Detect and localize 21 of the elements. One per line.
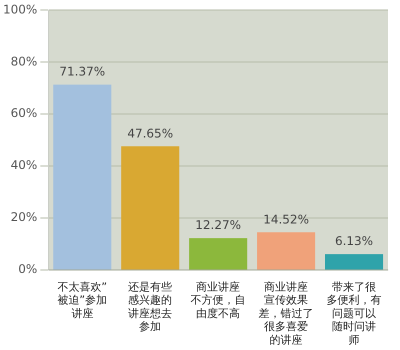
x-tick-label: 带来了很多便利，有问题可以随时问讲师 (326, 280, 382, 346)
bar (189, 238, 248, 270)
y-tick-label: 40% (10, 158, 38, 172)
x-tick-label: 还是有些感兴趣的讲座想去参加 (128, 280, 172, 334)
y-tick-label: 20% (10, 210, 38, 224)
bar (257, 232, 316, 270)
data-label: 47.65% (127, 126, 174, 140)
data-label: 6.13% (334, 234, 374, 248)
x-tick-label: 不太喜欢”被迫”参加讲座 (57, 280, 108, 320)
x-tick-label: 商业讲座宣传效果差，错过了很多喜爱的讲座 (258, 280, 314, 346)
y-tick-label: 80% (10, 54, 38, 68)
data-label: 71.37% (59, 64, 106, 79)
x-tick-label: 商业讲座不方便，自由度不高 (190, 280, 246, 320)
y-tick-label: 100% (2, 2, 38, 16)
bar (53, 84, 112, 270)
y-tick-label: 0% (18, 262, 38, 276)
data-label: 14.52% (263, 212, 309, 226)
bar (121, 146, 180, 270)
bar (324, 254, 384, 270)
data-label: 12.27% (195, 218, 242, 232)
y-tick-label: 60% (10, 106, 38, 120)
